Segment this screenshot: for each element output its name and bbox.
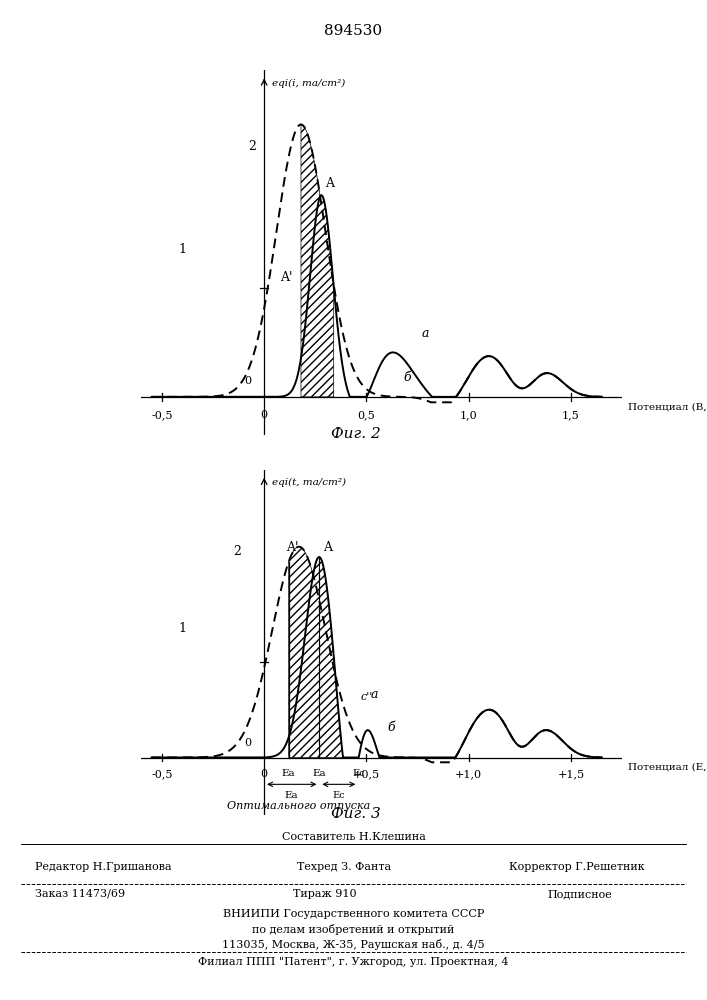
Text: Техред З. Фанта: Техред З. Фанта [297, 862, 391, 872]
Text: A': A' [286, 541, 299, 554]
Text: ВНИИПИ Государственного комитета СССР: ВНИИПИ Государственного комитета СССР [223, 909, 484, 919]
Text: Корректор Г.Решетник: Корректор Г.Решетник [509, 862, 645, 872]
Text: a: a [370, 688, 378, 701]
Text: Составитель Н.Клешина: Составитель Н.Клешина [281, 832, 426, 842]
Text: c'': c'' [361, 692, 373, 702]
Text: 0: 0 [261, 769, 268, 779]
Text: Фиг. 3: Фиг. 3 [332, 807, 381, 821]
Text: eqi(i, ma/cm²): eqi(i, ma/cm²) [272, 79, 346, 88]
Text: a: a [421, 327, 429, 340]
Text: б: б [403, 371, 411, 384]
Text: 0: 0 [261, 410, 268, 420]
Text: Ec: Ec [332, 791, 345, 800]
Text: A': A' [280, 271, 293, 284]
Text: Потенциал (Е,В,нх,с,р): Потенциал (Е,В,нх,с,р) [629, 763, 707, 772]
Text: Подписное: Подписное [547, 889, 612, 899]
Text: +1,5: +1,5 [557, 769, 585, 779]
Text: Филиал ППП "Патент", г. Ужгород, ул. Проектная, 4: Филиал ППП "Патент", г. Ужгород, ул. Про… [198, 957, 509, 967]
Text: 0: 0 [245, 376, 252, 386]
Text: A: A [325, 177, 334, 190]
Text: +1,0: +1,0 [455, 769, 482, 779]
Text: 894530: 894530 [325, 24, 382, 38]
Text: Ea: Ea [285, 791, 298, 800]
Text: Ea: Ea [282, 769, 296, 778]
Text: Заказ 11473/69: Заказ 11473/69 [35, 889, 125, 899]
Text: 2: 2 [247, 140, 256, 153]
Text: Ea: Ea [312, 769, 326, 778]
Text: -0,5: -0,5 [151, 410, 173, 420]
Text: 2: 2 [233, 545, 241, 558]
Text: 0,5: 0,5 [358, 410, 375, 420]
Text: 113035, Москва, Ж-35, Раушская наб., д. 4/5: 113035, Москва, Ж-35, Раушская наб., д. … [222, 939, 485, 950]
Text: Тираж 910: Тираж 910 [293, 889, 357, 899]
Text: 1,0: 1,0 [460, 410, 478, 420]
Text: Ec: Ec [352, 769, 365, 778]
Text: Оптимального отпуска: Оптимального отпуска [228, 801, 370, 811]
Text: 1: 1 [178, 243, 186, 256]
Text: по делам изобретений и открытий: по делам изобретений и открытий [252, 924, 455, 935]
Text: A: A [324, 541, 332, 554]
Text: Редактор Н.Гришанова: Редактор Н.Гришанова [35, 862, 172, 872]
Text: 0: 0 [245, 738, 252, 748]
Text: 1,5: 1,5 [562, 410, 580, 420]
Text: eqi(t, ma/cm²): eqi(t, ma/cm²) [272, 478, 346, 487]
Text: б: б [387, 721, 395, 734]
Text: Потенциал (В,нх,с,р): Потенциал (В,нх,с,р) [629, 403, 707, 412]
Text: Фиг. 2: Фиг. 2 [332, 427, 381, 441]
Text: -0,5: -0,5 [151, 769, 173, 779]
Text: +0,5: +0,5 [353, 769, 380, 779]
Text: 1: 1 [178, 622, 186, 635]
